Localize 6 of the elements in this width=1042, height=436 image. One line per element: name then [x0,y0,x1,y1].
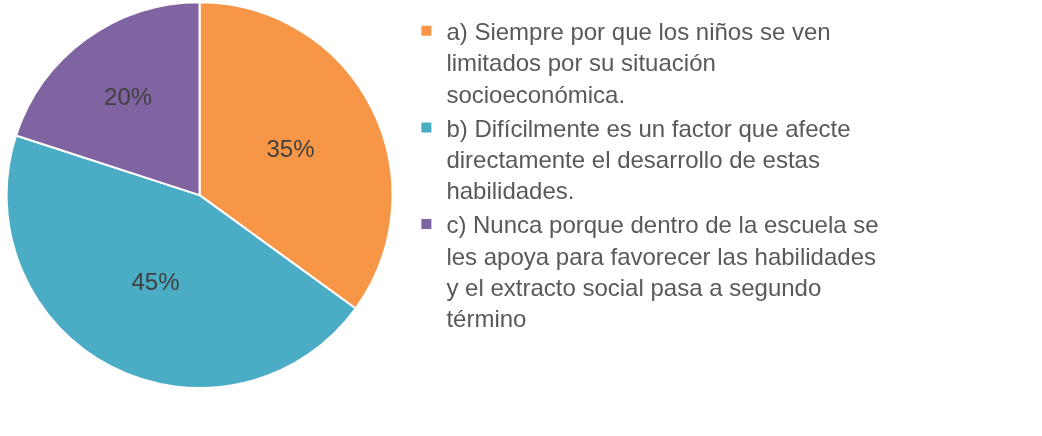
legend-label: b) Difícilmente es un factor que afecte directamente el desarrollo de estas habilidades. [446,114,851,205]
legend-label: c) Nunca porque dentro de la escuela se les apoya para favorecer las habilidades y el extracto social pasa a segundo término [446,211,879,332]
data-label: 20% [104,83,153,111]
data-label: 45% [131,268,180,296]
legend-label: a) Siempre por que los niños se ven limitados por su situación socioeconómica. [446,18,831,108]
data-label: 35% [266,135,315,163]
